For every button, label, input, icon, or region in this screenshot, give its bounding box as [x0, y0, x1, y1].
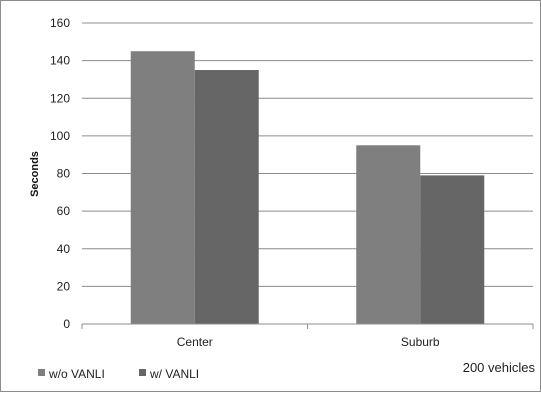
y-tick-label: 20 — [57, 279, 71, 293]
bar-suburb-series-2 — [420, 175, 485, 324]
y-tick-label: 140 — [50, 54, 70, 68]
y-tick-label: 80 — [57, 167, 71, 181]
vehicle-count-annotation: 200 vehicles — [463, 360, 536, 375]
x-tick-label: Suburb — [401, 335, 440, 349]
bar-center-series-2 — [194, 70, 259, 324]
legend-label: w/o VANLI — [48, 367, 105, 381]
y-tick-label: 120 — [50, 91, 70, 105]
x-axis-ticks: Center Suburb — [81, 324, 534, 349]
y-tick-label: 60 — [57, 204, 71, 218]
bar-suburb-series-1 — [356, 145, 421, 324]
y-tick-label: 160 — [50, 16, 70, 30]
legend-swatch — [139, 369, 146, 376]
y-axis-label: Seconds — [29, 151, 41, 197]
x-tick-label: Center — [177, 335, 213, 349]
y-tick-label: 40 — [57, 242, 71, 256]
legend: w/o VANLI w/ VANLI — [38, 367, 199, 381]
bar-center-series-1 — [130, 51, 195, 324]
y-axis-ticks: 0 20 40 60 80 100 120 140 160 — [50, 16, 70, 331]
legend-label: w/ VANLI — [149, 367, 199, 381]
y-tick-label: 0 — [63, 317, 70, 331]
y-tick-label: 100 — [50, 129, 70, 143]
legend-swatch — [38, 369, 45, 376]
bars — [130, 51, 485, 324]
